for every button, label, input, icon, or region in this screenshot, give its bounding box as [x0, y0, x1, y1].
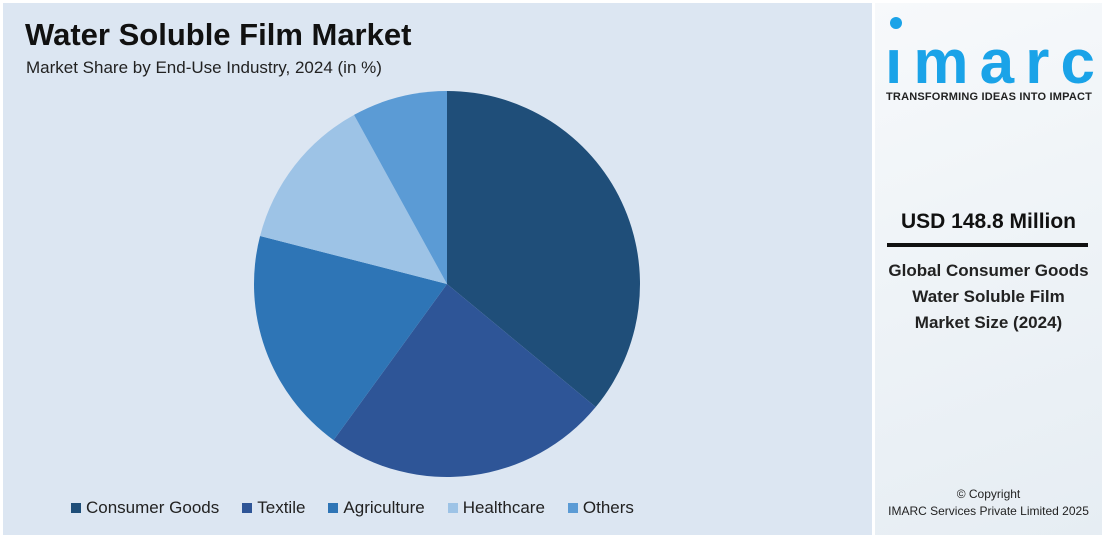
- legend-item: Others: [567, 498, 634, 518]
- chart-panel: Water Soluble Film Market Market Share b…: [3, 3, 872, 535]
- legend-label: Consumer Goods: [86, 498, 220, 517]
- legend-swatch: [242, 503, 253, 513]
- copyright-line1: © Copyright: [956, 487, 1021, 501]
- legend-item: Textile: [242, 498, 305, 518]
- pie-slice-healthcare: [260, 114, 447, 285]
- legend-label: Textile: [257, 498, 306, 517]
- copyright: © Copyright IMARC Services Private Limit…: [875, 486, 1102, 520]
- pie-slice-agriculture: [253, 236, 447, 441]
- pie-chart: [253, 91, 640, 477]
- legend: Consumer Goods Textile Agriculture Healthca…: [71, 498, 657, 518]
- divider: [887, 243, 1088, 247]
- market-description: Global Consumer Goods Water Soluble Film…: [888, 261, 1089, 332]
- chart-subtitle: Market Share by End-Use Industry, 2024 (…: [26, 58, 382, 77]
- svg-text:ımarc: ımarc: [885, 28, 1095, 91]
- legend-label: Healthcare: [462, 498, 545, 517]
- market-value: USD 148.8 Million: [900, 210, 1077, 233]
- legend-swatch: [447, 503, 458, 513]
- pie-slice-others: [354, 91, 447, 284]
- legend-item: Healthcare: [447, 498, 545, 518]
- chart-title: Water Soluble Film Market: [25, 17, 412, 52]
- legend-label: Others: [582, 498, 634, 517]
- copyright-line2: IMARC Services Private Limited 2025: [888, 504, 1089, 518]
- legend-swatch: [328, 503, 339, 513]
- pie-slice-textile: [333, 284, 596, 477]
- legend-swatch: [71, 503, 81, 513]
- tagline: TRANSFORMING IDEAS INTO IMPACT: [886, 91, 1093, 103]
- legend-label: Agriculture: [343, 498, 425, 517]
- info-panel: ımarc TRANSFORMING IDEAS INTO IMPACT USD…: [875, 3, 1102, 535]
- legend-item: Consumer Goods: [71, 498, 219, 518]
- imarc-logo: ımarc: [885, 17, 1095, 91]
- legend-swatch: [567, 503, 578, 513]
- legend-item: Agriculture: [328, 498, 425, 518]
- pie-slice-consumer-goods: [447, 91, 640, 408]
